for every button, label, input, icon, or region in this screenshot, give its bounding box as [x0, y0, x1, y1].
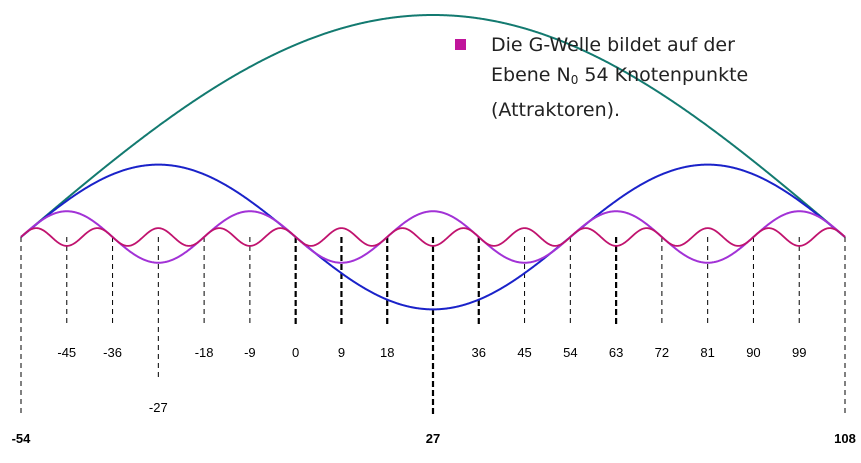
- tick-label-36: 36: [472, 345, 486, 360]
- tick-label-18: 18: [380, 345, 394, 360]
- tick-label-108: 108: [834, 431, 856, 446]
- bullet-square: [455, 39, 466, 50]
- tick-label-0: 0: [292, 345, 299, 360]
- tick-label--9: -9: [244, 345, 256, 360]
- tick-label-54: 54: [563, 345, 577, 360]
- tick-label--18: -18: [195, 345, 214, 360]
- note-line-2-pre: Ebene N: [491, 64, 571, 86]
- legend-note: Die G-Welle bildet auf der Ebene N0 54 K…: [455, 30, 855, 125]
- tick-label-27: 27: [426, 431, 440, 446]
- note-line-2: Ebene N0 54 Knotenpunkte: [491, 60, 855, 95]
- note-line-1: Die G-Welle bildet auf der: [491, 34, 735, 56]
- tick-label-72: 72: [655, 345, 669, 360]
- tick-label-81: 81: [700, 345, 714, 360]
- note-text: Die G-Welle bildet auf der Ebene N0 54 K…: [491, 30, 855, 125]
- wave-blue: [20, 163, 846, 311]
- tick-label-63: 63: [609, 345, 623, 360]
- note-line-3: (Attraktoren).: [491, 99, 621, 121]
- note-line-2-sub: 0: [570, 73, 579, 87]
- tick-label-99: 99: [792, 345, 806, 360]
- tick-label-90: 90: [746, 345, 760, 360]
- tick-label--54: -54: [12, 431, 32, 446]
- tick-label-9: 9: [338, 345, 345, 360]
- tick-label--36: -36: [103, 345, 122, 360]
- wave-large: [20, 14, 846, 238]
- wave-violet: [20, 210, 846, 264]
- note-line-2-post: 54 Knotenpunkte: [578, 64, 749, 86]
- wave-magenta: [20, 227, 846, 247]
- tick-label-45: 45: [517, 345, 531, 360]
- tick-label--27: -27: [149, 400, 168, 415]
- tick-label--45: -45: [57, 345, 76, 360]
